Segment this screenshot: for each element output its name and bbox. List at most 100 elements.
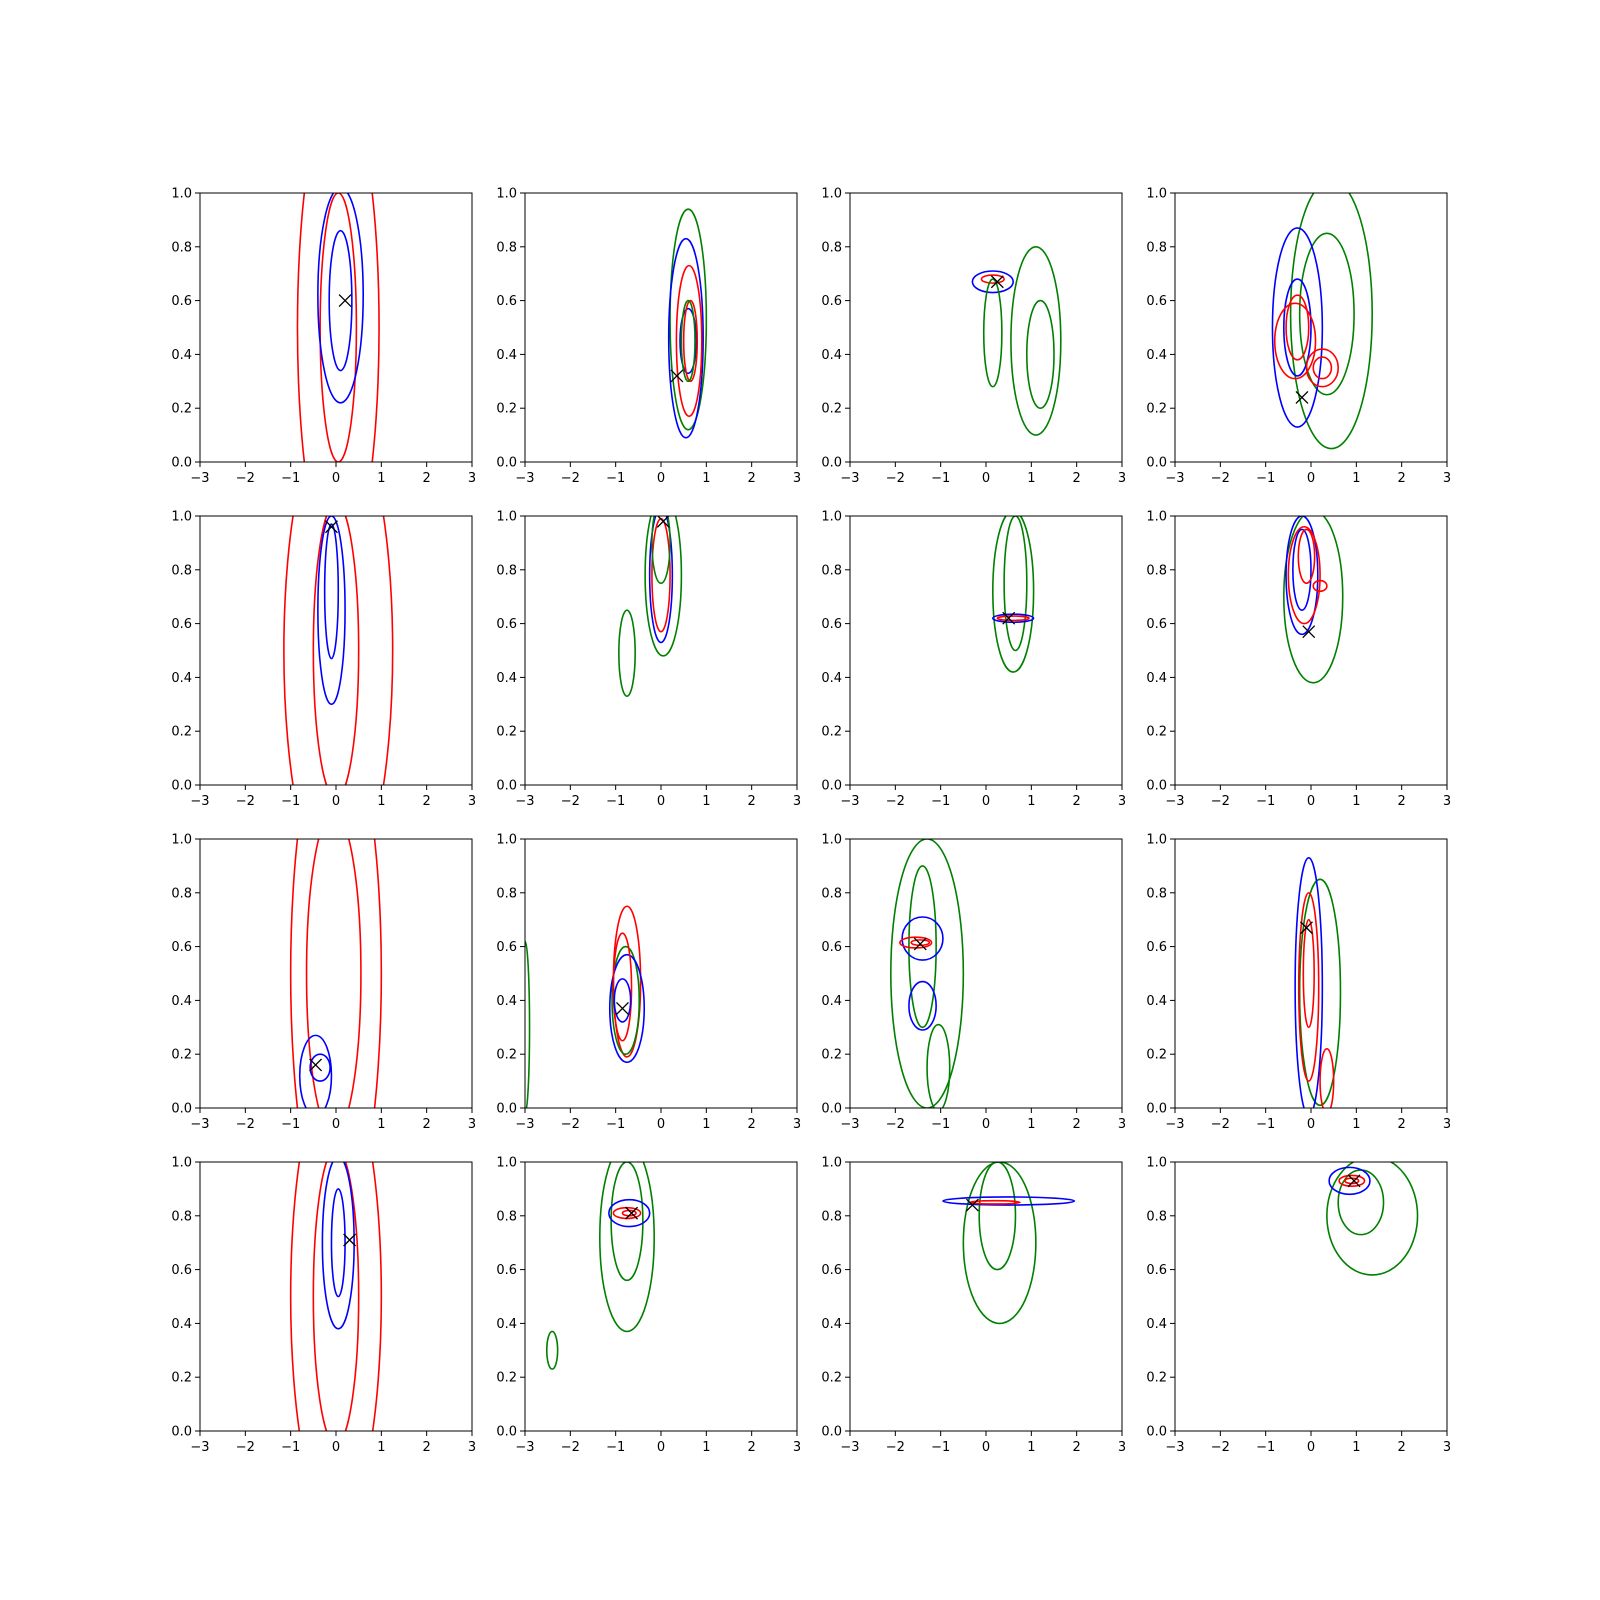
y-tick-label: 0.2 [496, 1371, 517, 1386]
x-tick-label: 1 [702, 1440, 710, 1455]
y-tick-label: 0.0 [496, 1102, 517, 1117]
y-tick-label: 0.0 [171, 456, 192, 471]
x-tick-label: −3 [840, 1117, 859, 1132]
y-tick-label: 0.8 [171, 1209, 192, 1224]
x-marker [309, 1058, 323, 1072]
y-tick-label: 0.8 [821, 240, 842, 255]
x-tick-label: 2 [423, 1117, 431, 1132]
x-tick-label: −1 [606, 471, 625, 486]
axes-frame [849, 515, 1123, 786]
y-tick-label: 0.0 [1146, 456, 1167, 471]
y-tick-label: 1.0 [496, 833, 517, 848]
y-tick-label: 0.8 [496, 240, 517, 255]
y-tick-label: 0.4 [1146, 1317, 1167, 1332]
x-tick-label: −3 [190, 1440, 209, 1455]
y-tick-label: 0.4 [171, 671, 192, 686]
plot-area [942, 1162, 1076, 1325]
x-tick-label: 3 [468, 794, 476, 809]
x-tick-label: 3 [1118, 471, 1126, 486]
green-contour-5 [982, 278, 1003, 388]
blue-contour-3 [942, 1196, 1076, 1206]
x-tick-label: 2 [1398, 1117, 1406, 1132]
y-tick-label: 1.0 [1146, 833, 1167, 848]
x-tick-label: −1 [281, 794, 300, 809]
y-tick-label: 0.6 [496, 294, 517, 309]
subplot-10: −3 −2 −1 0 1 2 3 0.0 0.2 0.4 0.6 0.8 1.0 [496, 833, 801, 1133]
subplot-13: −3 −2 −1 0 1 2 3 0.0 0.2 0.4 0.6 0.8 1.0 [171, 1156, 476, 1456]
x-tick-label: 2 [1398, 471, 1406, 486]
green-contour-1 [992, 516, 1035, 673]
x-tick-label: 0 [332, 471, 340, 486]
x-marker [990, 275, 1004, 289]
x-tick-label: −3 [1165, 1117, 1184, 1132]
red-contour-3 [1297, 891, 1320, 1082]
x-tick-label: −1 [606, 1117, 625, 1132]
x-tick-label: −2 [886, 1440, 905, 1455]
x-marker [1302, 625, 1316, 639]
x-tick-label: −2 [236, 1117, 255, 1132]
y-tick-label: 0.2 [821, 402, 842, 417]
x-tick-label: 2 [748, 471, 756, 486]
x-tick-label: 0 [982, 471, 990, 486]
y-tick-label: 1.0 [496, 187, 517, 202]
x-tick-label: −3 [840, 794, 859, 809]
x-tick-label: 1 [1352, 1440, 1360, 1455]
y-tick-label: 0.2 [496, 1048, 517, 1063]
x-tick-label: 3 [793, 1117, 801, 1132]
blue-contour-3 [298, 1034, 333, 1108]
subplot-9: −3 −2 −1 0 1 2 3 0.0 0.2 0.4 0.6 0.8 1.0 [171, 833, 476, 1133]
x-marker [965, 1198, 979, 1212]
x-tick-label: 1 [702, 1117, 710, 1132]
x-marker [1002, 611, 1016, 625]
y-tick-label: 0.8 [1146, 240, 1167, 255]
green-contour-6 [545, 1330, 559, 1370]
green-contour-2 [610, 1162, 644, 1282]
y-tick-label: 0.2 [821, 1048, 842, 1063]
x-tick-label: −2 [1211, 1440, 1230, 1455]
blue-contour-4 [323, 523, 340, 660]
y-tick-label: 0.8 [821, 563, 842, 578]
x-tick-label: −1 [606, 794, 625, 809]
blue-contour-3 [317, 193, 364, 404]
x-tick-label: 1 [1027, 1440, 1035, 1455]
blue-contour-2 [667, 237, 704, 439]
x-tick-label: 0 [1307, 1117, 1315, 1132]
x-tick-label: −3 [840, 471, 859, 486]
y-tick-label: 0.2 [496, 725, 517, 740]
axes-frame [849, 1161, 1123, 1432]
green-contour-1 [1283, 516, 1344, 684]
x-marker [1300, 921, 1313, 935]
x-tick-label: −1 [1256, 1117, 1275, 1132]
x-tick-label: 2 [423, 794, 431, 809]
x-tick-label: 2 [748, 794, 756, 809]
y-tick-label: 1.0 [1146, 1156, 1167, 1171]
x-tick-label: 3 [468, 471, 476, 486]
green-contour-2 [611, 945, 641, 1056]
x-tick-label: 1 [377, 1440, 385, 1455]
y-tick-label: 0.0 [821, 456, 842, 471]
x-tick-label: −3 [1165, 794, 1184, 809]
y-tick-label: 0.0 [496, 1425, 517, 1440]
y-tick-label: 0.8 [1146, 886, 1167, 901]
blue-contour-3 [608, 953, 646, 1064]
y-tick-label: 0.8 [821, 1209, 842, 1224]
x-tick-label: −2 [561, 794, 580, 809]
x-tick-label: −2 [236, 1440, 255, 1455]
y-tick-label: 1.0 [821, 1156, 842, 1171]
y-tick-label: 0.6 [496, 940, 517, 955]
red-contour-4 [1338, 1174, 1366, 1188]
x-tick-label: −3 [1165, 1440, 1184, 1455]
y-tick-label: 0.4 [171, 1317, 192, 1332]
green-contour-1 [599, 1162, 655, 1333]
x-tick-label: 2 [1398, 1440, 1406, 1455]
x-tick-label: 0 [982, 794, 990, 809]
x-tick-label: −1 [931, 794, 950, 809]
y-tick-label: 0.4 [821, 994, 842, 1009]
y-tick-label: 1.0 [821, 833, 842, 848]
y-tick-label: 0.8 [171, 240, 192, 255]
blue-contour-2 [648, 516, 674, 644]
x-tick-label: −3 [1165, 471, 1184, 486]
x-tick-label: −1 [931, 1117, 950, 1132]
x-tick-label: 2 [748, 1117, 756, 1132]
subplot-12: −3 −2 −1 0 1 2 3 0.0 0.2 0.4 0.6 0.8 1.0 [1146, 833, 1451, 1133]
